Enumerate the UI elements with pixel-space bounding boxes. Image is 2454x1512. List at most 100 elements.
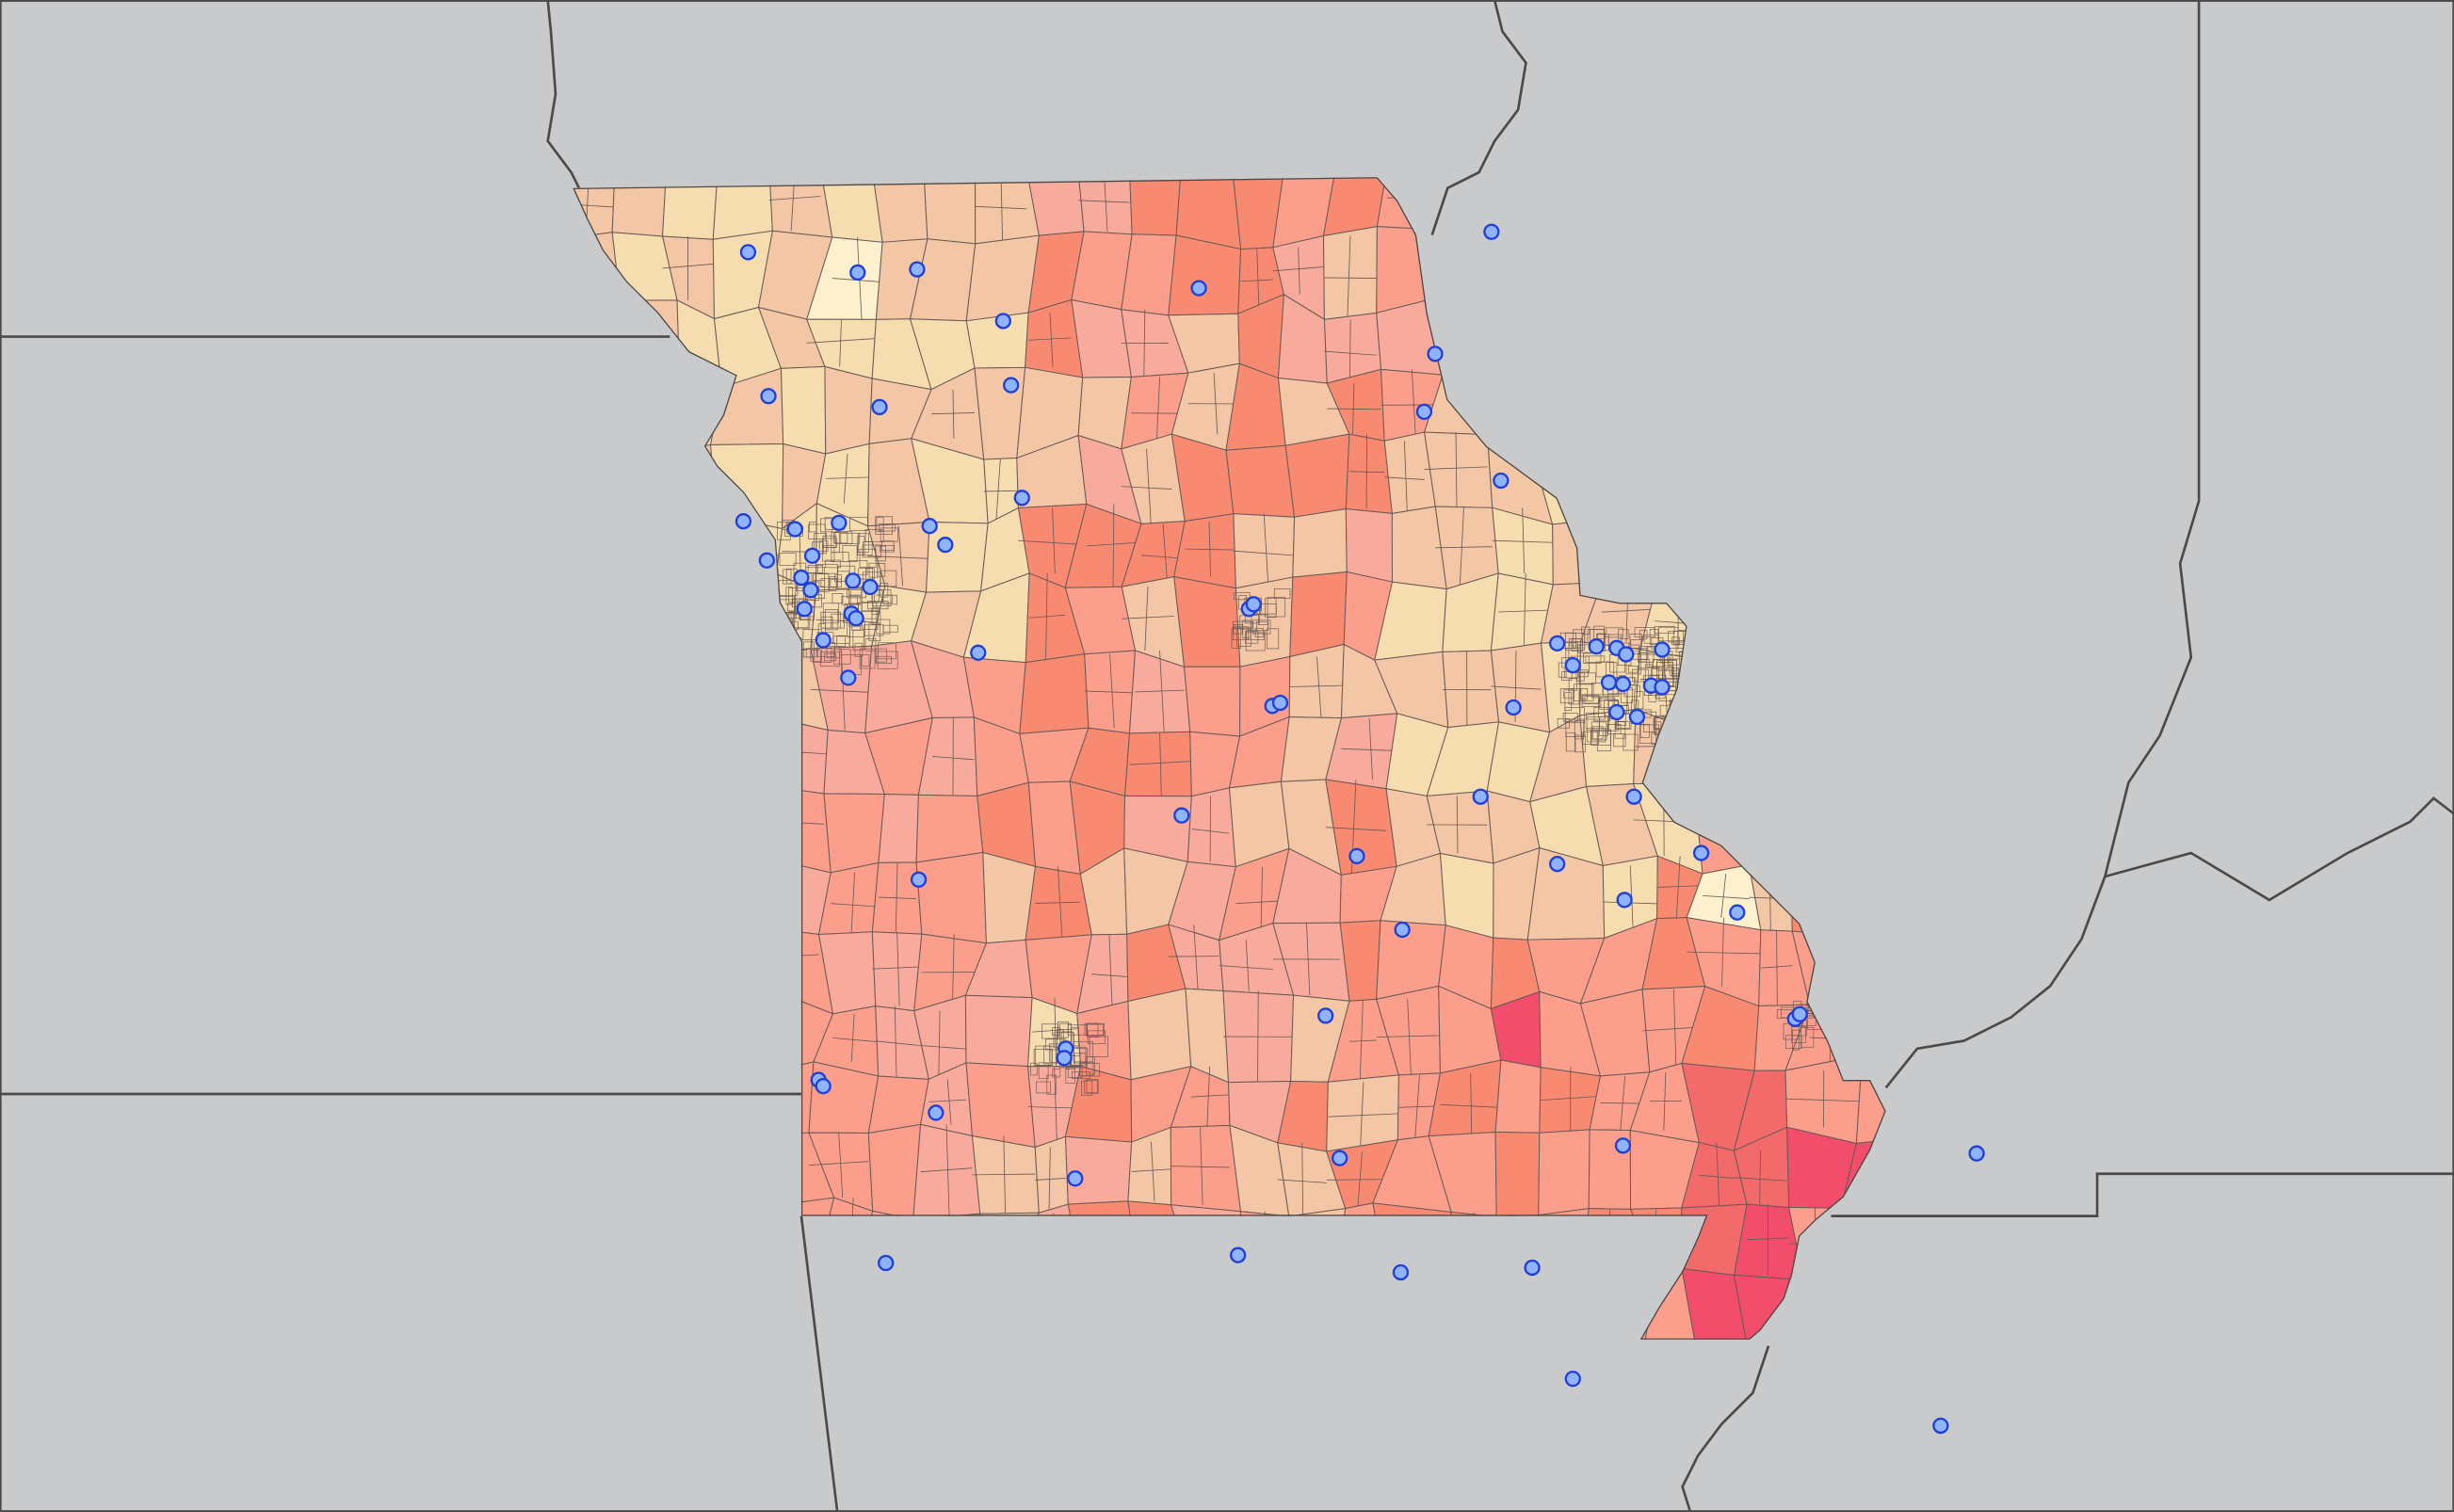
circle-marker-icon[interactable]	[1394, 921, 1411, 939]
circle-marker-icon[interactable]	[862, 578, 879, 596]
circle-marker-icon[interactable]	[793, 569, 810, 587]
tract-region[interactable]	[1288, 643, 1345, 719]
tract-region[interactable]	[926, 521, 989, 593]
circle-marker-icon[interactable]	[928, 1104, 944, 1121]
circle-marker-icon[interactable]	[1549, 635, 1566, 651]
tract-region[interactable]	[1442, 650, 1500, 729]
circle-marker-icon[interactable]	[1625, 788, 1642, 805]
tract-region[interactable]	[1168, 234, 1242, 316]
circle-marker-icon[interactable]	[1614, 1137, 1632, 1154]
tract-region[interactable]	[1424, 431, 1493, 508]
circle-marker-icon[interactable]	[1013, 490, 1030, 507]
circle-marker-icon[interactable]	[909, 261, 926, 278]
tract-region[interactable]	[824, 365, 873, 455]
circle-marker-icon[interactable]	[1628, 708, 1646, 726]
circle-marker-icon[interactable]	[970, 644, 987, 661]
circle-marker-icon[interactable]	[1493, 472, 1510, 490]
tract-region[interactable]	[1284, 433, 1350, 518]
circle-marker-icon[interactable]	[1654, 679, 1671, 696]
tract-region[interactable]	[780, 365, 827, 455]
circle-marker-icon[interactable]	[815, 632, 831, 649]
circle-marker-icon[interactable]	[802, 582, 819, 599]
circle-marker-icon[interactable]	[848, 610, 864, 627]
tract-region[interactable]	[1034, 1135, 1069, 1214]
tract-region[interactable]	[1187, 787, 1236, 868]
circle-marker-icon[interactable]	[1003, 377, 1020, 394]
circle-marker-icon[interactable]	[1317, 1007, 1334, 1024]
circle-marker-icon[interactable]	[1564, 656, 1581, 674]
tract-region[interactable]	[823, 793, 885, 874]
tract-region[interactable]	[1019, 653, 1090, 734]
tract-region[interactable]	[1292, 507, 1348, 578]
circle-marker-icon[interactable]	[994, 313, 1011, 330]
tract-region[interactable]	[1494, 1059, 1542, 1134]
circle-marker-icon[interactable]	[1348, 847, 1365, 865]
circle-marker-icon[interactable]	[1505, 699, 1522, 716]
circle-marker-icon[interactable]	[1524, 1259, 1541, 1277]
tract-region[interactable]	[1345, 507, 1393, 583]
circle-marker-icon[interactable]	[1392, 1263, 1410, 1281]
circle-marker-icon[interactable]	[845, 572, 862, 589]
circle-marker-icon[interactable]	[739, 244, 757, 261]
tract-region[interactable]	[915, 794, 984, 863]
circle-marker-icon[interactable]	[921, 518, 938, 535]
circle-marker-icon[interactable]	[815, 1078, 831, 1095]
circle-marker-icon[interactable]	[786, 521, 803, 538]
circle-marker-icon[interactable]	[1791, 1005, 1808, 1022]
circle-marker-icon[interactable]	[1190, 280, 1207, 297]
circle-marker-icon[interactable]	[1564, 1370, 1581, 1388]
circle-marker-icon[interactable]	[878, 1254, 895, 1272]
location-markers-layer[interactable]	[735, 223, 1985, 1434]
tract-region[interactable]	[1235, 576, 1294, 668]
tract-region[interactable]	[1127, 988, 1192, 1081]
circle-marker-icon[interactable]	[1600, 674, 1618, 691]
tract-region[interactable]	[1173, 575, 1241, 668]
tract-region[interactable]	[1538, 1129, 1590, 1216]
tract-region[interactable]	[915, 851, 987, 944]
tract-region[interactable]	[878, 793, 919, 863]
circle-marker-icon[interactable]	[1618, 646, 1635, 663]
tract-region[interactable]	[1490, 642, 1551, 733]
tract-region[interactable]	[964, 994, 1033, 1068]
circle-marker-icon[interactable]	[1229, 1247, 1247, 1263]
circle-marker-icon[interactable]	[1608, 703, 1625, 721]
circle-marker-icon[interactable]	[1729, 904, 1746, 921]
circle-marker-icon[interactable]	[1932, 1417, 1949, 1434]
circle-marker-icon[interactable]	[840, 669, 857, 686]
circle-marker-icon[interactable]	[1483, 223, 1500, 240]
tract-region[interactable]	[1439, 852, 1494, 939]
tract-region[interactable]	[965, 234, 1040, 322]
circle-marker-icon[interactable]	[937, 536, 954, 554]
tract-region[interactable]	[1225, 444, 1296, 518]
circle-marker-icon[interactable]	[760, 388, 777, 405]
circle-marker-icon[interactable]	[735, 513, 752, 530]
circle-marker-icon[interactable]	[1271, 694, 1289, 712]
tract-region[interactable]	[867, 1123, 922, 1220]
tract-region[interactable]	[1184, 666, 1241, 737]
circle-marker-icon[interactable]	[1614, 675, 1632, 693]
tract-region[interactable]	[1494, 1132, 1541, 1217]
circle-marker-icon[interactable]	[910, 871, 928, 888]
circle-marker-icon[interactable]	[849, 264, 866, 281]
circle-marker-icon[interactable]	[1067, 1170, 1084, 1187]
circle-marker-icon[interactable]	[758, 552, 776, 569]
circle-marker-icon[interactable]	[1588, 638, 1605, 655]
circle-marker-icon[interactable]	[1692, 844, 1710, 861]
tract-region[interactable]	[1681, 1267, 1748, 1346]
circle-marker-icon[interactable]	[1427, 346, 1444, 362]
circle-marker-icon[interactable]	[796, 601, 813, 618]
circle-marker-icon[interactable]	[1056, 1050, 1073, 1067]
tract-region[interactable]	[1326, 1074, 1399, 1152]
circle-marker-icon[interactable]	[1415, 403, 1433, 421]
circle-marker-icon[interactable]	[831, 514, 848, 532]
circle-marker-icon[interactable]	[1616, 892, 1633, 909]
tract-region[interactable]	[1289, 571, 1348, 658]
tract-region[interactable]	[1233, 513, 1296, 589]
circle-marker-icon[interactable]	[1173, 807, 1190, 824]
circle-marker-icon[interactable]	[1245, 596, 1262, 613]
tract-region[interactable]	[1170, 1124, 1242, 1213]
circle-marker-icon[interactable]	[871, 398, 888, 416]
circle-marker-icon[interactable]	[1332, 1150, 1348, 1166]
